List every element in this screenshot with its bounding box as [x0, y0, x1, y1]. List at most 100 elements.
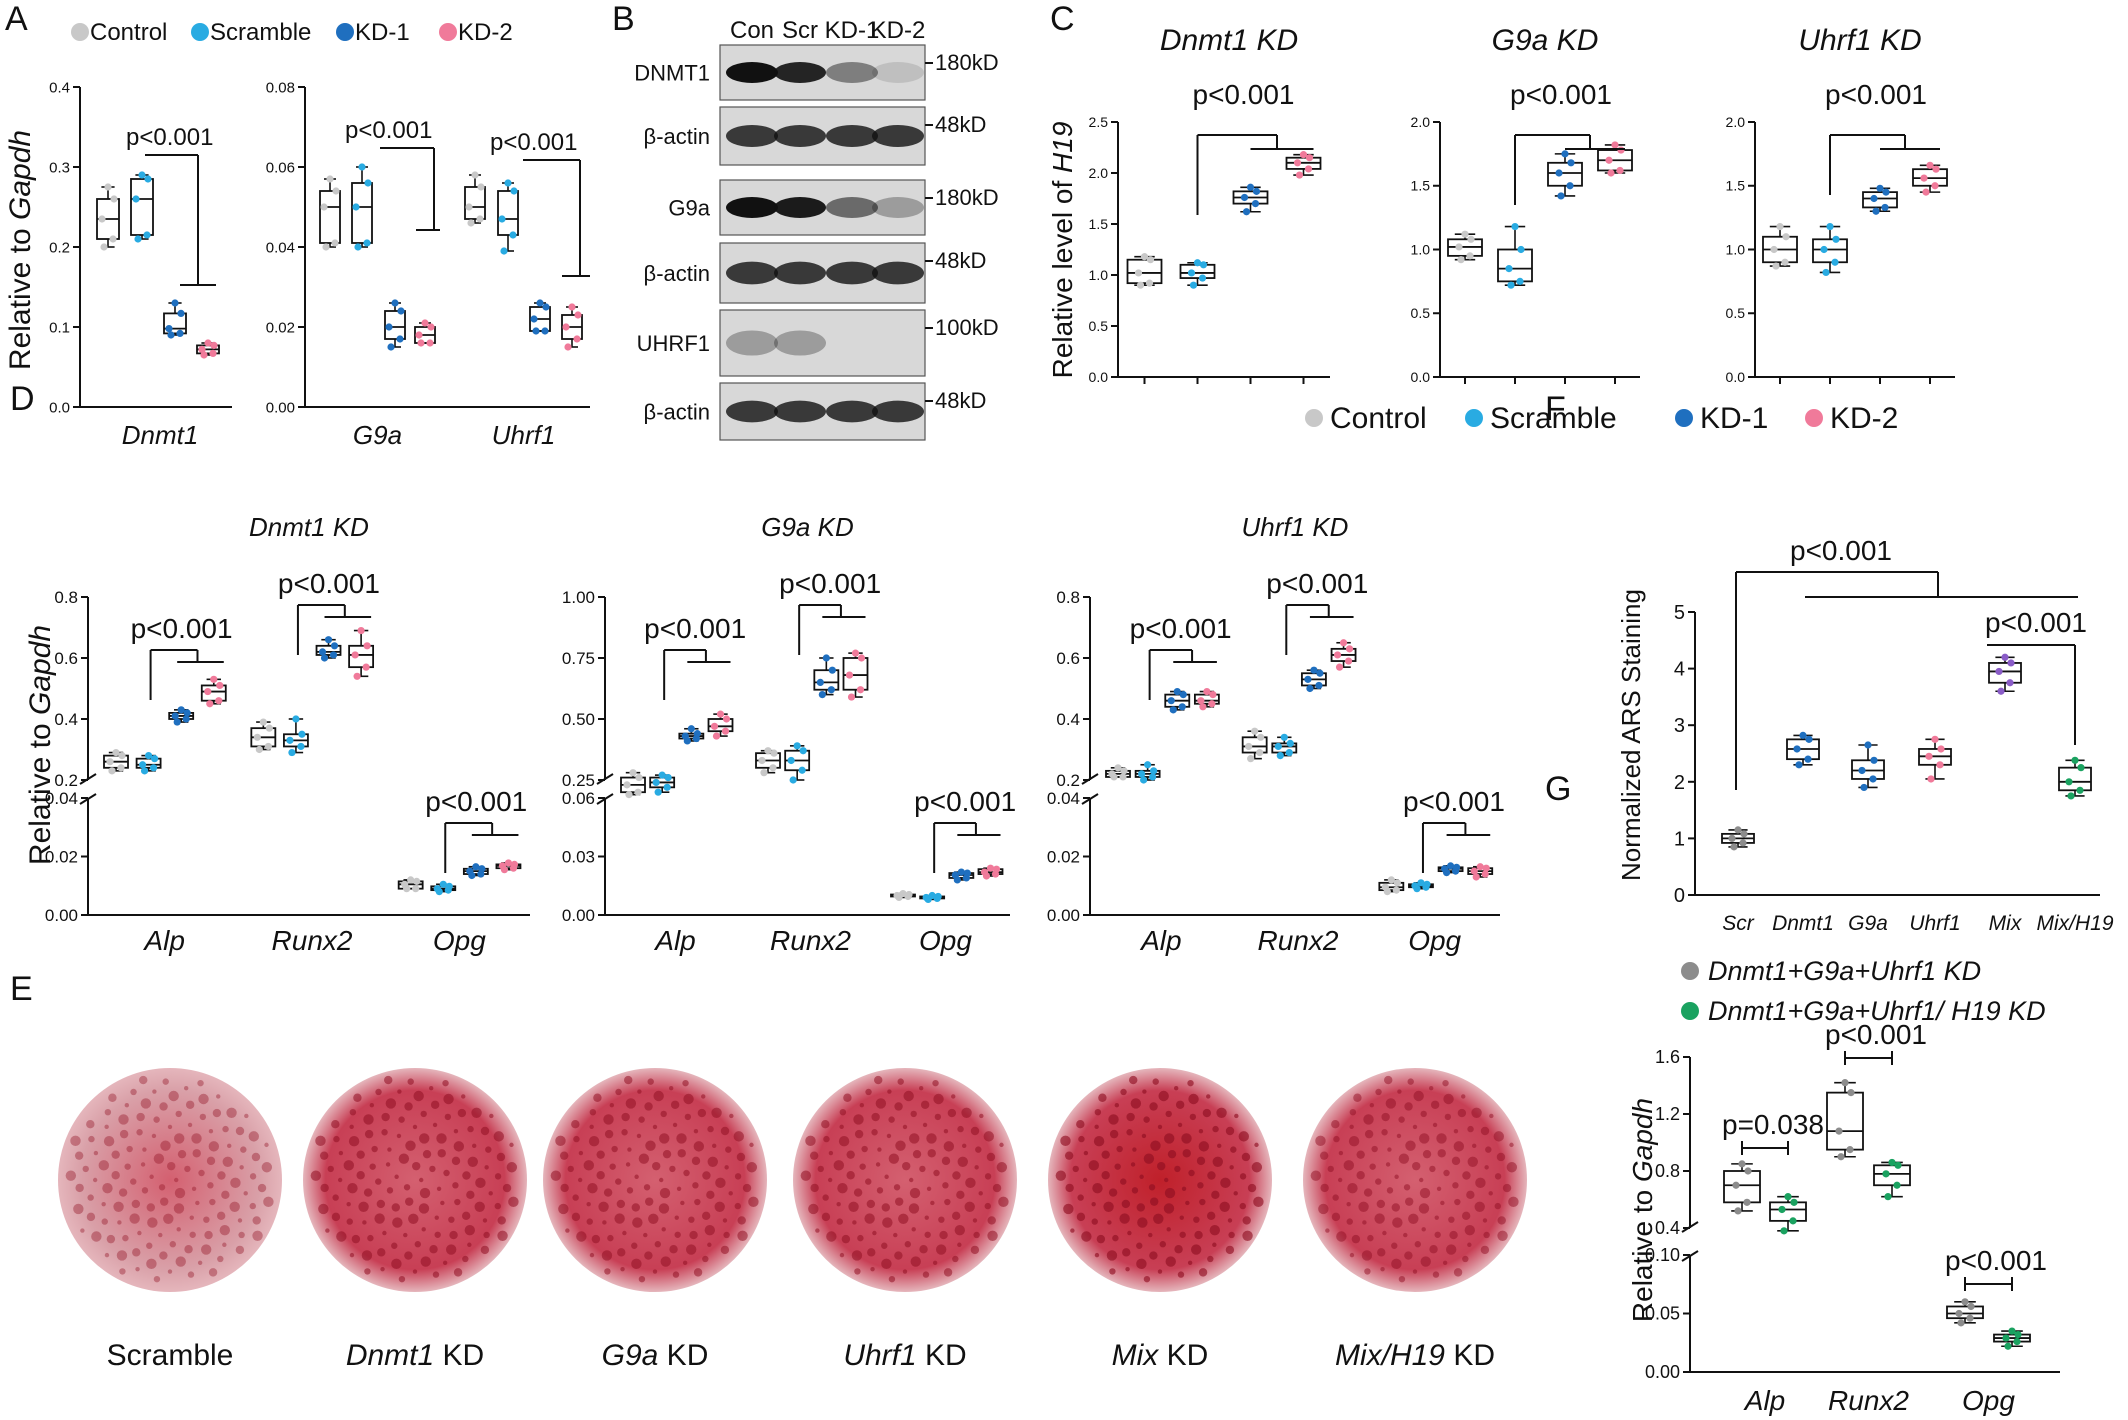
data-point	[144, 175, 152, 183]
data-point	[318, 648, 327, 656]
stain-speckle	[572, 1194, 579, 1201]
data-point	[138, 761, 147, 769]
stain-speckle	[1412, 1269, 1418, 1274]
data-point	[1179, 691, 1187, 699]
stain-speckle	[1348, 1135, 1360, 1147]
stain-speckle	[1179, 1215, 1184, 1220]
data-point	[536, 299, 544, 307]
data-point	[532, 327, 540, 335]
stain-speckle	[398, 1153, 410, 1164]
data-point	[471, 171, 479, 179]
stain-speckle	[999, 1142, 1004, 1148]
stain-speckle	[944, 1198, 951, 1206]
blot-band	[726, 400, 778, 423]
stain-speckle	[660, 1256, 671, 1267]
stain-speckle	[577, 1177, 583, 1183]
stain-speckle	[332, 1194, 339, 1201]
legend-marker	[1675, 409, 1693, 427]
data-point	[210, 341, 218, 349]
stain-speckle	[191, 1133, 202, 1144]
stain-speckle	[1126, 1129, 1133, 1136]
blot-band	[774, 261, 826, 285]
stain-speckle	[117, 1220, 122, 1225]
stain-speckle	[908, 1203, 920, 1214]
stain-speckle	[1467, 1125, 1474, 1133]
data-point	[992, 865, 1001, 873]
x-category-label: Opg	[919, 925, 972, 956]
stain-speckle	[173, 1203, 185, 1214]
box-c-KD-2	[1912, 161, 1948, 196]
stain-speckle	[1394, 1174, 1399, 1179]
stain-speckle	[823, 1135, 830, 1143]
stain-speckle	[596, 1171, 605, 1180]
stain-speckle	[141, 1187, 149, 1194]
y-tick-label: 0.00	[266, 399, 295, 416]
stain-speckle	[1114, 1163, 1121, 1170]
stain-speckle	[722, 1218, 728, 1223]
stain-speckle	[571, 1120, 580, 1129]
data-point	[1555, 169, 1563, 177]
stain-speckle	[918, 1085, 924, 1091]
stain-speckle	[1219, 1201, 1230, 1213]
data-point	[1799, 731, 1807, 739]
legend-label: KD-1	[355, 19, 410, 46]
stain-speckle	[1193, 1216, 1200, 1223]
stain-speckle	[632, 1217, 643, 1228]
box-alp-KD-1	[168, 706, 195, 726]
stain-speckle	[1442, 1260, 1448, 1266]
stain-speckle	[685, 1244, 697, 1255]
box-runx2-Control	[755, 747, 781, 777]
stain-speckle	[1220, 1177, 1231, 1189]
legend-label: KD-2	[458, 19, 513, 46]
box-uhrf1-Control	[464, 171, 486, 227]
stain-speckle	[1197, 1182, 1204, 1189]
stain-speckle	[1412, 1161, 1421, 1171]
stain-speckle	[136, 1129, 143, 1136]
data-point	[1304, 165, 1313, 173]
data-point	[167, 331, 175, 339]
stain-speckle	[208, 1141, 220, 1152]
y-tick-label: 0.8	[54, 588, 78, 607]
y-tick-label: 0.2	[1056, 771, 1080, 790]
data-point	[1826, 222, 1834, 231]
legend-marker	[191, 23, 209, 41]
stain-speckle	[1467, 1242, 1472, 1247]
box-iqr	[2058, 766, 2092, 792]
data-point	[478, 865, 486, 873]
stain-speckle	[615, 1178, 622, 1185]
data-point	[1860, 783, 1868, 792]
blot-size-label: 180kD	[935, 50, 999, 75]
stain-speckle	[933, 1169, 940, 1177]
stain-speckle	[397, 1089, 402, 1094]
data-point	[1276, 752, 1284, 760]
stain-speckle	[86, 1120, 95, 1129]
stain-speckle	[589, 1108, 597, 1116]
box-opg-KD-2	[977, 864, 1004, 880]
data-point	[1393, 879, 1401, 887]
x-category-label: Alp	[1139, 925, 1181, 956]
stain-speckle	[846, 1171, 855, 1180]
data-point	[1728, 834, 1736, 843]
stain-speckle	[734, 1173, 742, 1180]
data-point	[1734, 826, 1742, 834]
x-category-label: Alp	[653, 925, 695, 956]
stain-speckle	[494, 1173, 502, 1180]
stain-speckle	[638, 1116, 645, 1123]
blot-band	[726, 261, 778, 285]
stain-speckle	[1233, 1191, 1238, 1196]
stain-speckle	[927, 1149, 936, 1158]
stain-speckle	[615, 1088, 622, 1096]
stain-speckle	[1175, 1100, 1185, 1109]
stain-speckle	[159, 1251, 168, 1260]
stain-speckle	[394, 1174, 399, 1179]
box-g-opg-0	[1946, 1298, 1984, 1327]
stain-speckle	[1159, 1241, 1167, 1248]
stain-speckle	[924, 1215, 929, 1220]
y-tick-label: 0.00	[45, 906, 78, 925]
stain-speckle	[1371, 1145, 1378, 1153]
stain-speckle	[943, 1141, 955, 1152]
data-point	[465, 203, 473, 211]
stain-speckle	[385, 1098, 397, 1109]
stain-speckle	[854, 1268, 861, 1275]
stain-speckle	[1227, 1218, 1233, 1223]
